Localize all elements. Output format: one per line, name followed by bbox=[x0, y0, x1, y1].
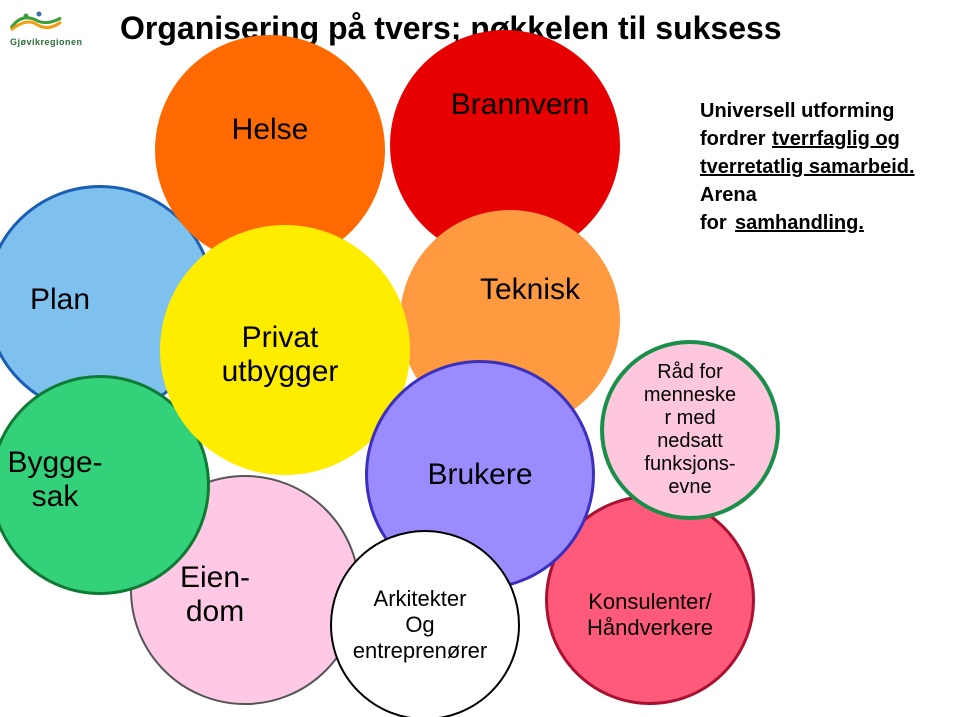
circle-label-eiendom: Eien- dom bbox=[180, 561, 250, 629]
side-text-line-5: for bbox=[700, 212, 727, 235]
page-title: Organisering på tvers; nøkkelen til suks… bbox=[120, 10, 782, 47]
circle-label-konsulent: Konsulenter/ Håndverkere bbox=[587, 589, 713, 641]
side-text-line-0: Universell utforming bbox=[700, 100, 894, 123]
side-text-line-1: fordrer bbox=[700, 128, 766, 151]
side-text-line-2: tverrfaglig og bbox=[772, 128, 900, 151]
logo-swirl-icon bbox=[6, 8, 66, 36]
circle-label-brannvern: Brannvern bbox=[451, 88, 589, 122]
side-text-line-6: samhandling. bbox=[735, 212, 864, 235]
circle-label-teknisk: Teknisk bbox=[480, 273, 580, 307]
side-text-line-3: tverretatlig samarbeid. bbox=[700, 156, 915, 179]
brand-text: Gjøvikregionen bbox=[10, 37, 106, 47]
circle-label-plan: Plan bbox=[30, 283, 90, 317]
diagram-stage: Gjøvikregionen Organisering på tvers; nø… bbox=[0, 0, 959, 717]
brand-logo: Gjøvikregionen bbox=[6, 8, 106, 58]
circle-label-raad: Råd for menneske r med nedsatt funksjons… bbox=[644, 361, 736, 499]
side-text-line-4: Arena bbox=[700, 184, 757, 207]
circle-label-privat: Privat utbygger bbox=[222, 321, 339, 389]
circle-label-arkitekter: Arkitekter Og entreprenører bbox=[353, 586, 488, 664]
circle-label-byggesak: Bygge- sak bbox=[7, 446, 102, 514]
circle-label-helse: Helse bbox=[232, 113, 309, 147]
circle-label-brukere: Brukere bbox=[427, 458, 532, 492]
